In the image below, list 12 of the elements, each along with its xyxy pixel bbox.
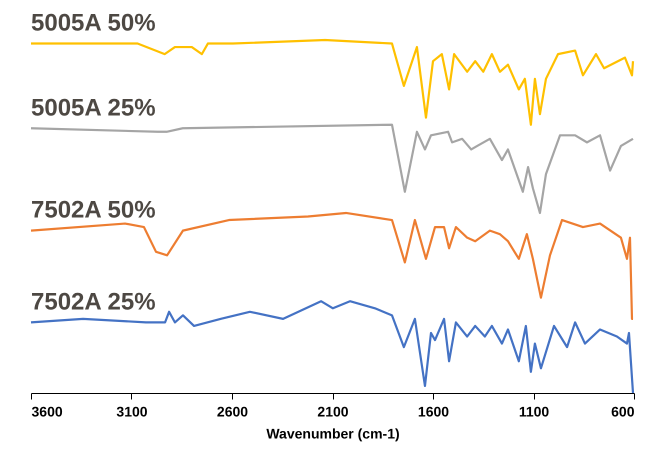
series-label: 7502A 25% — [31, 288, 156, 316]
x-tick-label: 3600 — [32, 404, 63, 420]
series-label: 7502A 50% — [31, 196, 156, 224]
x-tick-label: 3100 — [116, 404, 148, 420]
x-tick-label: 1600 — [418, 404, 450, 420]
x-tick-label: 600 — [611, 404, 635, 420]
x-tick-label: 2600 — [216, 404, 248, 420]
x-axis-title: Wavenumber (cm-1) — [266, 426, 400, 442]
x-tick-label: 2100 — [317, 404, 349, 420]
series-label: 5005A 25% — [31, 94, 156, 122]
series-label: 5005A 50% — [31, 10, 156, 37]
x-tick-label: 1100 — [518, 404, 550, 420]
